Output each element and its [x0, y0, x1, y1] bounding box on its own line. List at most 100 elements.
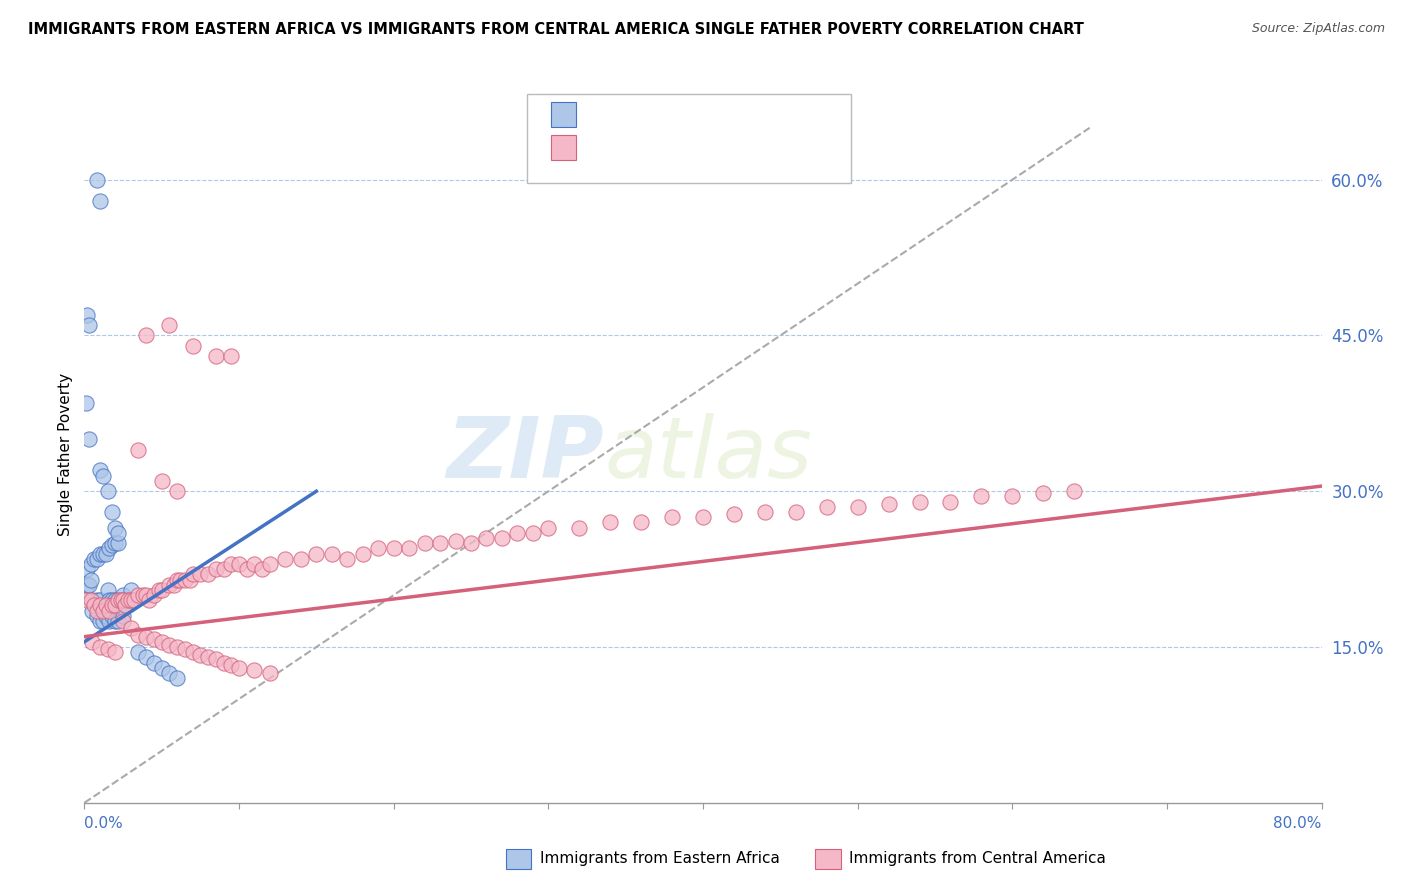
- Point: [94, 547, 117, 561]
- Point: [197, 567, 219, 582]
- Point: [143, 656, 166, 670]
- Point: [367, 541, 389, 556]
- Point: [128, 645, 150, 659]
- Point: [228, 557, 250, 571]
- Point: [83, 551, 105, 566]
- Point: [352, 547, 374, 561]
- Point: [79, 593, 101, 607]
- Point: [212, 562, 235, 576]
- Text: Immigrants from Eastern Africa: Immigrants from Eastern Africa: [540, 851, 780, 865]
- Point: [104, 520, 127, 534]
- Point: [163, 578, 186, 592]
- Point: [101, 505, 124, 519]
- Point: [205, 652, 228, 666]
- Point: [970, 490, 993, 504]
- Point: [86, 593, 108, 607]
- Point: [115, 599, 138, 613]
- Point: [475, 531, 498, 545]
- Point: [252, 562, 274, 576]
- Point: [77, 318, 100, 332]
- Point: [94, 608, 117, 623]
- Point: [181, 567, 204, 582]
- Point: [135, 588, 157, 602]
- Point: [159, 318, 181, 332]
- Point: [86, 551, 108, 566]
- Point: [169, 573, 191, 587]
- Point: [89, 640, 111, 654]
- Point: [97, 484, 120, 499]
- Y-axis label: Single Father Poverty: Single Father Poverty: [58, 374, 73, 536]
- Point: [91, 604, 114, 618]
- Point: [692, 510, 714, 524]
- Point: [79, 573, 101, 587]
- Point: [107, 593, 129, 607]
- Point: [135, 328, 157, 343]
- Point: [305, 547, 328, 561]
- Point: [89, 614, 111, 628]
- Point: [150, 661, 173, 675]
- Point: [212, 656, 235, 670]
- Point: [429, 536, 451, 550]
- Point: [148, 582, 170, 597]
- Point: [114, 593, 136, 607]
- Point: [117, 593, 139, 607]
- Point: [491, 531, 513, 545]
- Point: [104, 593, 127, 607]
- Point: [166, 484, 188, 499]
- Text: IMMIGRANTS FROM EASTERN AFRICA VS IMMIGRANTS FROM CENTRAL AMERICA SINGLE FATHER : IMMIGRANTS FROM EASTERN AFRICA VS IMMIGR…: [28, 22, 1084, 37]
- Point: [150, 474, 173, 488]
- Text: ZIP: ZIP: [446, 413, 605, 497]
- Point: [135, 650, 157, 665]
- Point: [259, 665, 281, 680]
- Point: [91, 614, 114, 628]
- Point: [460, 536, 482, 550]
- Point: [290, 551, 312, 566]
- Point: [135, 630, 157, 644]
- Point: [877, 497, 900, 511]
- Point: [76, 578, 98, 592]
- Point: [110, 593, 132, 607]
- Point: [91, 547, 114, 561]
- Point: [228, 661, 250, 675]
- Point: [336, 551, 359, 566]
- Point: [321, 547, 343, 561]
- Point: [221, 557, 243, 571]
- Point: [77, 433, 100, 447]
- Point: [599, 516, 621, 530]
- Text: 60: 60: [731, 105, 754, 123]
- Point: [568, 520, 591, 534]
- Text: 0.324: 0.324: [627, 105, 681, 123]
- Point: [122, 593, 145, 607]
- Point: [939, 494, 962, 508]
- Point: [120, 593, 142, 607]
- Point: [112, 588, 135, 602]
- Text: 80.0%: 80.0%: [1274, 816, 1322, 831]
- Text: 0.455: 0.455: [627, 138, 679, 156]
- Point: [522, 525, 544, 540]
- Point: [120, 621, 142, 635]
- Point: [188, 648, 212, 663]
- Point: [101, 608, 124, 623]
- Text: Immigrants from Central America: Immigrants from Central America: [849, 851, 1107, 865]
- Point: [908, 494, 931, 508]
- Point: [76, 308, 98, 322]
- Point: [89, 599, 111, 613]
- Point: [97, 642, 120, 657]
- Point: [89, 463, 111, 477]
- Point: [112, 608, 135, 623]
- Point: [82, 635, 104, 649]
- Point: [166, 640, 188, 654]
- Point: [197, 650, 219, 665]
- Point: [243, 557, 266, 571]
- Point: [159, 665, 181, 680]
- Point: [181, 645, 204, 659]
- Point: [846, 500, 869, 514]
- Text: 0.0%: 0.0%: [84, 816, 124, 831]
- Point: [77, 578, 100, 592]
- Text: 97: 97: [731, 138, 755, 156]
- Point: [107, 536, 129, 550]
- Point: [98, 604, 121, 618]
- Point: [104, 536, 127, 550]
- Point: [150, 635, 173, 649]
- Point: [174, 642, 197, 657]
